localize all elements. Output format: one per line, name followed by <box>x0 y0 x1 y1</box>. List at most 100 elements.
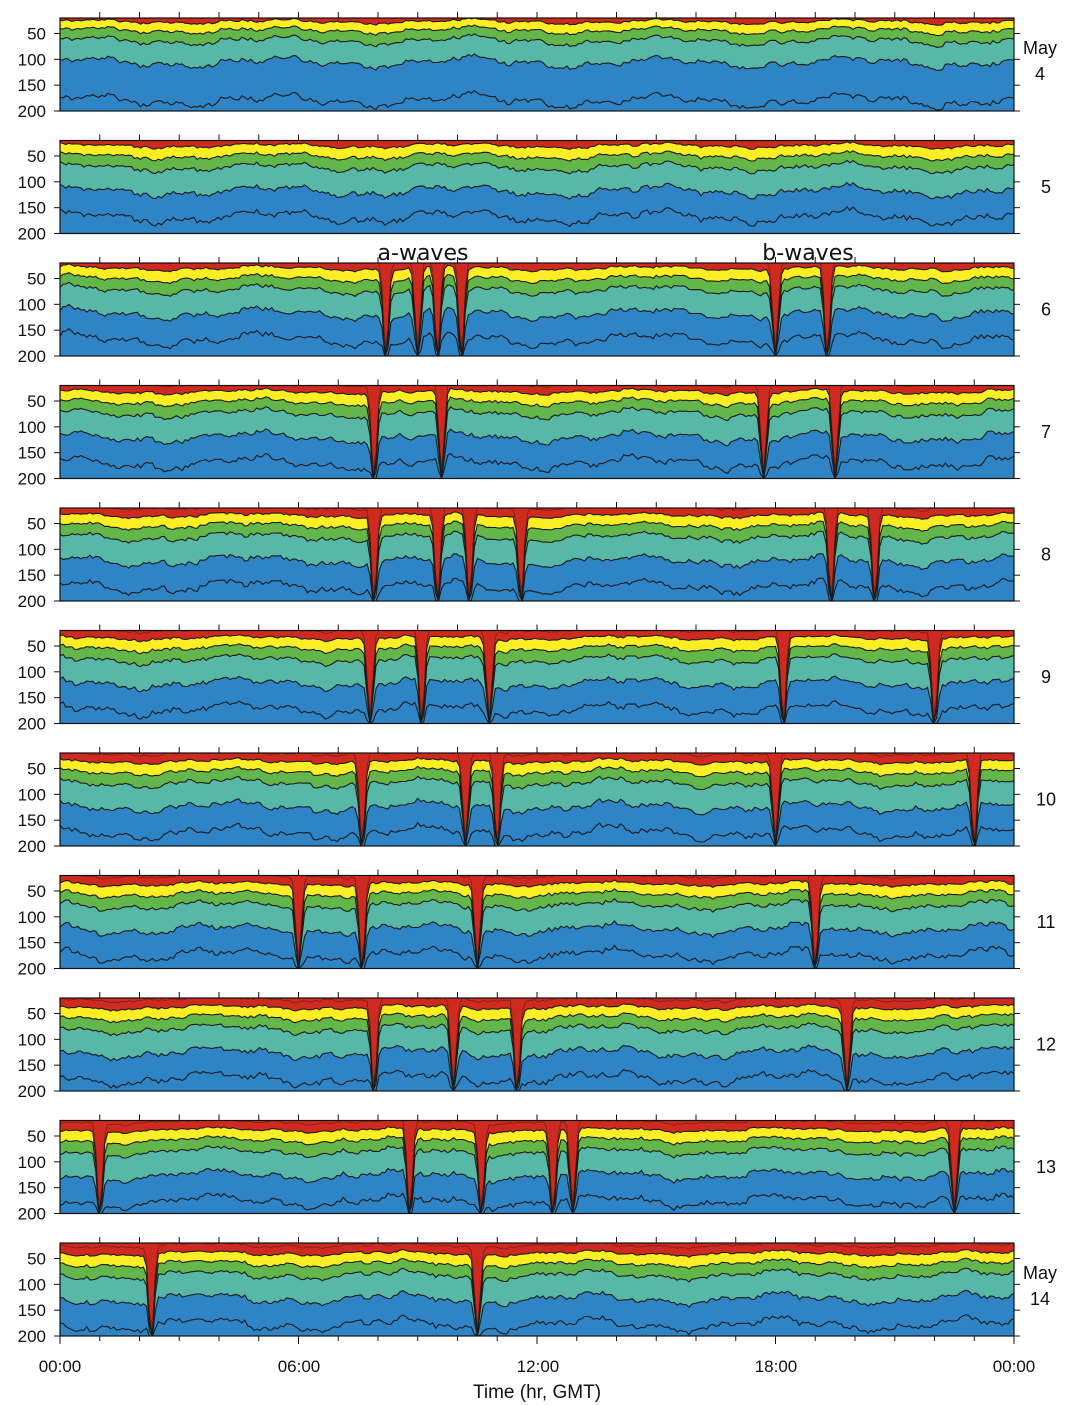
band-area <box>60 263 1014 356</box>
contour-line <box>60 1145 1014 1214</box>
y-tick-label: 150 <box>18 321 46 340</box>
band-area <box>60 18 1014 36</box>
contour-line <box>74 875 1014 961</box>
contour-line <box>60 1289 1014 1336</box>
day-label: 13 <box>1036 1157 1056 1177</box>
x-tick-label: 12:00 <box>517 1357 560 1376</box>
contour-line <box>60 675 1014 724</box>
band-area <box>60 508 1014 600</box>
contour-line <box>60 653 1014 724</box>
y-tick-label: 50 <box>27 392 46 411</box>
contour-line <box>60 1167 1014 1214</box>
contour-line <box>60 206 1014 228</box>
month-label: May <box>1023 1263 1057 1283</box>
y-tick-label: 100 <box>18 418 46 437</box>
panel-bands <box>60 508 1014 601</box>
day-label: 6 <box>1041 300 1051 320</box>
contour-line <box>60 141 1014 150</box>
panel-bands <box>60 630 1014 724</box>
contour-line <box>60 775 1014 846</box>
contour-line <box>60 1135 1014 1214</box>
y-tick-label: 50 <box>27 25 46 44</box>
contour-line <box>60 1120 1014 1206</box>
contour-line <box>60 181 1014 200</box>
panel-day-6: 50 100 150 200 6 <box>18 257 1051 366</box>
y-tick-label: 50 <box>27 637 46 656</box>
month-label: May <box>1023 38 1057 58</box>
contour-line <box>60 1068 1014 1091</box>
y-tick-label: 50 <box>27 270 46 289</box>
y-tick-label: 100 <box>18 50 46 69</box>
contour-line <box>60 303 1014 356</box>
band-area <box>60 1243 1014 1336</box>
contour-line <box>60 396 1014 479</box>
y-tick-label: 50 <box>27 1005 46 1024</box>
y-tick-label: 150 <box>18 566 46 585</box>
contour-line <box>60 520 1014 601</box>
y-tick-label: 200 <box>18 715 46 734</box>
y-tick-label: 200 <box>18 592 46 611</box>
panel-day-13: 50 100 150 200 13 <box>18 1114 1056 1224</box>
contour-line <box>60 879 1014 969</box>
day-label: 8 <box>1041 545 1051 565</box>
panel-bands <box>60 263 1014 356</box>
band-area <box>60 753 1014 846</box>
contour-line <box>60 1192 1014 1214</box>
y-tick-label: 200 <box>18 960 46 979</box>
contour-line <box>60 1248 1014 1336</box>
contour-line <box>60 281 1014 356</box>
day-label: 4 <box>1035 64 1045 84</box>
day-label: 5 <box>1041 177 1051 197</box>
y-tick-label: 200 <box>18 1082 46 1101</box>
contour-line <box>60 756 1014 846</box>
y-tick-label: 100 <box>18 785 46 804</box>
contour-line <box>60 998 1009 1084</box>
panel-bands <box>60 1120 1014 1214</box>
day-label: 7 <box>1041 422 1051 442</box>
annotation-a-waves: a-waves <box>378 241 469 266</box>
contour-line <box>60 1022 1014 1091</box>
contour-line <box>60 643 1014 724</box>
y-tick-label: 200 <box>18 225 46 244</box>
y-tick-label: 200 <box>18 102 46 121</box>
x-tick-label: 18:00 <box>755 1357 798 1376</box>
day-panels: 50100150200May45010015020055010015020065… <box>18 12 1057 1346</box>
y-tick-label: 100 <box>18 1030 46 1049</box>
panel-day-7: 50 100 150 200 7 <box>18 379 1051 489</box>
contour-line <box>60 1126 1014 1214</box>
y-tick-label: 50 <box>27 1127 46 1146</box>
y-tick-label: 100 <box>18 663 46 682</box>
contour-line <box>60 428 1014 479</box>
y-tick-label: 150 <box>18 76 46 95</box>
contour-line <box>60 700 1014 724</box>
contour-line <box>60 327 1014 356</box>
contour-line <box>60 18 1014 26</box>
contour-line <box>60 149 1014 162</box>
panel-day-11: 50 100 150 200 11 <box>18 869 1055 979</box>
contour-line <box>60 530 1014 601</box>
y-tick-label: 100 <box>18 295 46 314</box>
band-area <box>60 18 1014 26</box>
y-tick-label: 50 <box>27 1250 46 1269</box>
y-tick-label: 200 <box>18 347 46 366</box>
y-tick-label: 50 <box>27 147 46 166</box>
y-tick-label: 150 <box>18 444 46 463</box>
contour-line <box>60 1044 1014 1091</box>
panel-bands <box>60 998 1014 1091</box>
y-tick-label: 150 <box>18 1179 46 1198</box>
y-tick-label: 200 <box>18 470 46 489</box>
contour-line <box>60 271 1014 356</box>
contour-line <box>60 1267 1014 1336</box>
day-label: 14 <box>1030 1289 1050 1309</box>
panel-day-12: 50 100 150 200 12 <box>18 992 1056 1101</box>
y-tick-label: 50 <box>27 882 46 901</box>
y-tick-label: 150 <box>18 199 46 218</box>
contour-line <box>60 33 1014 48</box>
panel-day-5: 50 100 150 200 5 <box>18 134 1051 244</box>
panel-bands <box>60 875 1014 969</box>
y-tick-label: 100 <box>18 1153 46 1172</box>
y-tick-label: 50 <box>27 760 46 779</box>
panel-day-8: 50 100 150 200 8 <box>18 502 1051 611</box>
y-tick-label: 200 <box>18 1205 46 1224</box>
panel-bands <box>60 18 1014 111</box>
